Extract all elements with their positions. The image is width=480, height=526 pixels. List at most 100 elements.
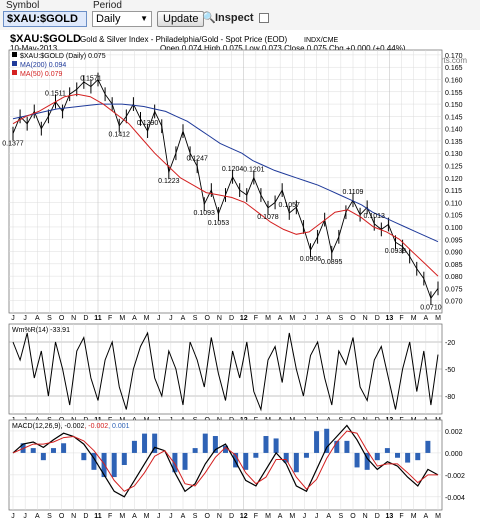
x-tick-label: S (47, 513, 52, 520)
macd-legend: MACD(12,26,9), -0.002, -0.002, 0.001 (12, 423, 130, 430)
y-tick-label: 0.002 (445, 429, 463, 436)
macd-legend-part: MACD(12,26,9) (12, 423, 61, 430)
x-tick-label: J (169, 513, 173, 520)
x-tick-label: F (254, 513, 258, 520)
macd-histogram-bar (40, 452, 46, 461)
price-annotation: 0.1390 (137, 120, 159, 127)
x-tick-label: D (229, 513, 234, 520)
x-tick-label: N (363, 315, 368, 322)
y-tick-label: 0.105 (445, 213, 463, 220)
price-annotation: 0.0895 (321, 259, 343, 266)
x-tick-label: N (363, 513, 368, 520)
macd-histogram-bar (354, 452, 360, 468)
x-tick-label: F (399, 315, 403, 322)
update-button[interactable]: Update (157, 11, 205, 27)
legend-swatch (12, 70, 17, 75)
x-tick-label: A (35, 315, 40, 322)
inspect-checkbox[interactable] (259, 13, 269, 23)
price-annotation: 0.1571 (80, 76, 102, 83)
x-tick-label: S (339, 513, 344, 520)
y-tick-label: -80 (445, 394, 455, 401)
macd-histogram-bar (303, 452, 309, 458)
x-tick-label: F (254, 315, 258, 322)
macd-histogram-bar (223, 445, 228, 453)
x-tick-label: J (157, 513, 161, 520)
x-tick-label: A (132, 315, 137, 322)
x-tick-label: D (229, 315, 234, 322)
legend-swatch (12, 61, 17, 66)
macd-histogram-bar (334, 440, 340, 453)
x-tick-label: O (350, 513, 356, 520)
ma200-line (12, 103, 439, 243)
macd-histogram-bar (293, 452, 299, 473)
macd-histogram-bar (344, 440, 350, 453)
macd-histogram-bar (253, 452, 259, 458)
price-annotation: 0.1377 (2, 140, 24, 147)
y-tick-label: 0.130 (445, 151, 463, 158)
y-tick-label: 0.135 (445, 139, 463, 146)
x-tick-label: N (71, 315, 76, 322)
macd-histogram-bar (233, 452, 239, 468)
x-tick-label: J (23, 513, 27, 520)
macd-histogram-bar (61, 443, 67, 453)
y-tick-label: 0.115 (445, 188, 462, 195)
macd-histogram-bar (101, 452, 107, 478)
x-tick-label: M (411, 513, 417, 520)
x-tick-label: F (108, 513, 112, 520)
macd-histogram-bar (314, 431, 320, 453)
symbol-label: Symbol (6, 0, 40, 11)
legend-label: $XAU:$GOLD (Daily) 0.075 (20, 53, 106, 60)
x-tick-label: M (144, 513, 150, 520)
y-tick-label: -0.002 (445, 473, 465, 480)
x-tick-label: A (326, 315, 331, 322)
y-tick-label: 0.100 (445, 225, 463, 232)
price-annotation: 0.0938 (385, 248, 407, 255)
symbol-input[interactable]: $XAU:$GOLD (3, 11, 87, 27)
y-tick-label: 0.155 (445, 90, 463, 97)
price-annotation: 0.1412 (109, 132, 131, 139)
period-select[interactable]: Daily ▼ (92, 11, 152, 27)
x-tick-label: D (375, 315, 380, 322)
x-tick-label: D (83, 315, 88, 322)
x-tick-label: J (11, 513, 15, 520)
chart-exchange: INDX/CME (304, 37, 339, 44)
chart-date: 10-May-2013 (10, 44, 58, 53)
price-annotation: 0.0906 (300, 256, 322, 263)
macd-histogram-bar (212, 436, 218, 453)
y-tick-label: 0.160 (445, 77, 463, 84)
chart-svg: $XAU:$GOLD Gold & Silver Index - Philade… (2, 33, 467, 520)
price-annotation: 0.1053 (208, 220, 230, 227)
x-tick-label: F (399, 513, 403, 520)
x-tick-label: J (315, 513, 319, 520)
y-tick-label: 0.170 (445, 53, 463, 60)
x-tick-label: J (169, 315, 173, 322)
macd-histogram-bar (111, 452, 117, 478)
x-tick-label: A (132, 513, 137, 520)
x-tick-label: J (303, 513, 307, 520)
period-label: Period (93, 0, 122, 11)
y-tick-label: 0.070 (445, 299, 463, 306)
legend-label: MA(200) 0.094 (20, 62, 66, 69)
price-annotation: 0.0710 (420, 304, 442, 311)
x-tick-label: M (265, 315, 271, 322)
macd-histogram-bar (374, 452, 380, 461)
toolbar: Symbol $XAU:$GOLD Period Daily ▼ Update … (0, 0, 480, 30)
x-tick-label: M (435, 315, 441, 322)
macd-histogram-bar (152, 433, 158, 453)
y-tick-label: 0.080 (445, 274, 463, 281)
macd-histogram-bar (182, 452, 188, 470)
macd-histogram-bar (142, 433, 148, 453)
y-tick-label: 0.090 (445, 250, 463, 257)
x-tick-label: S (339, 315, 344, 322)
legend-label: MA(50) 0.079 (20, 71, 63, 78)
price-line (12, 78, 439, 300)
x-tick-label: 11 (94, 513, 102, 520)
y-tick-label: 0.120 (445, 176, 463, 183)
x-tick-label: A (424, 315, 429, 322)
macd-histogram-bar (263, 436, 269, 453)
x-tick-label: 12 (240, 315, 248, 322)
macd-line (12, 424, 439, 498)
y-tick-label: -0.004 (445, 495, 465, 502)
y-tick-label: 0.165 (445, 65, 463, 72)
x-tick-label: M (411, 315, 417, 322)
